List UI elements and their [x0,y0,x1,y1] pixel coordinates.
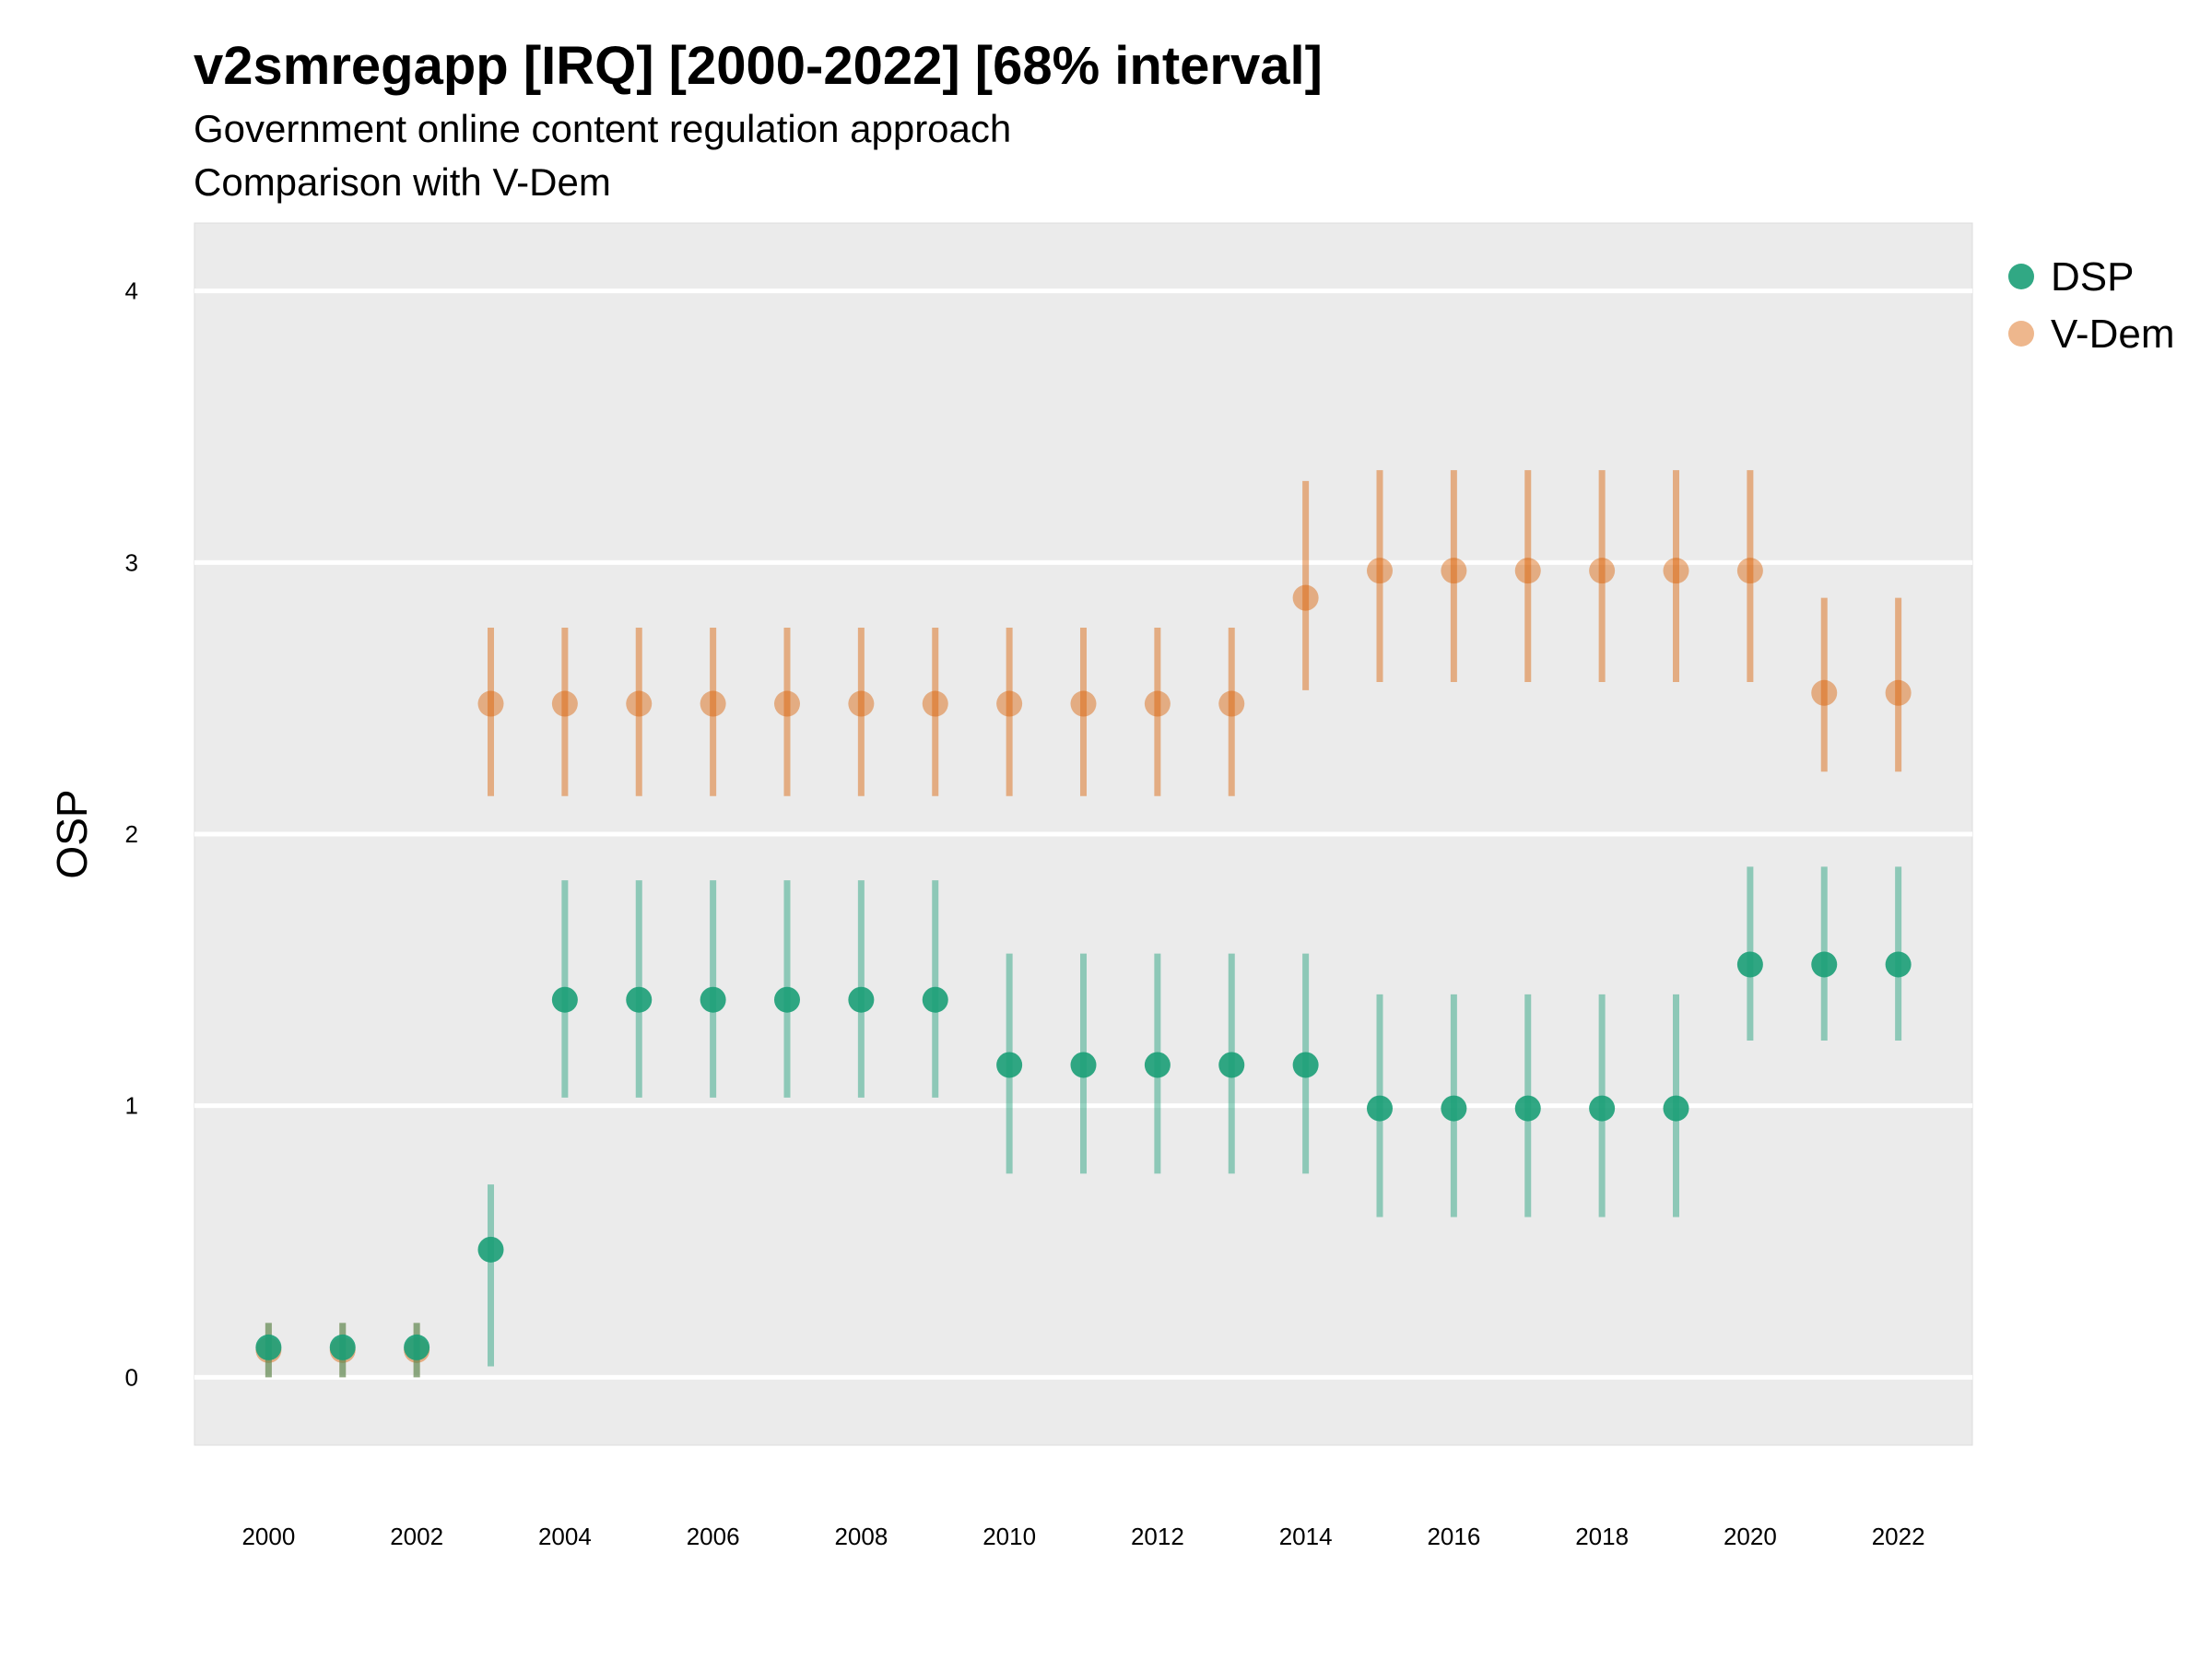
legend-key-dsp [2008,264,2034,289]
data-point [1292,1052,1319,1078]
x-tick-label: 2002 [390,1523,443,1550]
x-tick-label: 2006 [687,1523,740,1550]
data-point [700,690,726,717]
legend-label-v-dem: V-Dem [2051,312,2174,357]
chart-title: v2smregapp [IRQ] [2000-2022] [68% interv… [194,36,1323,96]
data-point [1144,690,1171,717]
data-point [551,690,578,717]
data-point [329,1334,356,1360]
data-point [1663,1095,1689,1122]
data-point [1144,1052,1171,1078]
data-point [1736,951,1763,978]
x-axis-ticks: 2000 2002 2004 2006 2008 2010 2012 2014 2016 2018… [241,1523,1924,1550]
data-point [1070,690,1097,717]
data-point [922,986,948,1013]
y-axis-ticks: 0 1 2 3 4 [125,277,138,1392]
x-tick-label: 2000 [241,1523,295,1550]
data-point [477,1236,504,1263]
chart-caption: Comparison with V-Dem [194,160,611,204]
x-tick-label: 2004 [538,1523,592,1550]
data-point [1589,1095,1616,1122]
legend-label-dsp: DSP [2051,254,2134,300]
data-point [404,1334,430,1360]
data-point [774,986,800,1013]
data-point [1514,1095,1541,1122]
data-point [626,986,653,1013]
series-layer [255,470,1912,1378]
data-point [1218,690,1245,717]
data-point [1292,584,1319,611]
chart-subtitle: Government online content regulation app… [194,107,1012,150]
data-point [1811,679,1838,706]
y-tick-label: 2 [125,820,138,848]
data-point [922,690,948,717]
data-point [1811,951,1838,978]
y-tick-label: 4 [125,277,138,305]
gridlines [194,288,1972,1380]
x-tick-label: 2018 [1575,1523,1629,1550]
x-tick-label: 2008 [834,1523,888,1550]
data-point [1514,558,1541,584]
y-tick-label: 0 [125,1363,138,1391]
data-point [1736,558,1763,584]
series-v-dem [255,470,1912,1378]
data-point [1441,1095,1467,1122]
x-tick-label: 2010 [982,1523,1036,1550]
x-tick-label: 2016 [1427,1523,1480,1550]
data-point [551,986,578,1013]
data-point [1885,951,1912,978]
x-tick-label: 2012 [1131,1523,1184,1550]
data-point [848,986,875,1013]
legend: DSP V-Dem [2008,254,2174,357]
data-point [1885,679,1912,706]
y-tick-label: 1 [125,1092,138,1120]
x-tick-label: 2020 [1724,1523,1777,1550]
data-point [1441,558,1467,584]
data-point [700,986,726,1013]
legend-key-v-dem [2008,321,2034,347]
data-point [1367,1095,1393,1122]
data-point [477,690,504,717]
data-point [255,1334,282,1360]
x-tick-label: 2022 [1872,1523,1925,1550]
data-point [774,690,800,717]
data-point [848,690,875,717]
data-point [1070,1052,1097,1078]
data-point [996,690,1023,717]
data-point [1663,558,1689,584]
data-point [626,690,653,717]
y-tick-label: 3 [125,548,138,576]
x-tick-label: 2014 [1279,1523,1333,1550]
data-point [1367,558,1393,584]
data-point [996,1052,1023,1078]
series-dsp [255,866,1912,1378]
data-point [1218,1052,1245,1078]
data-point [1589,558,1616,584]
y-axis-label: OSP [48,789,96,878]
